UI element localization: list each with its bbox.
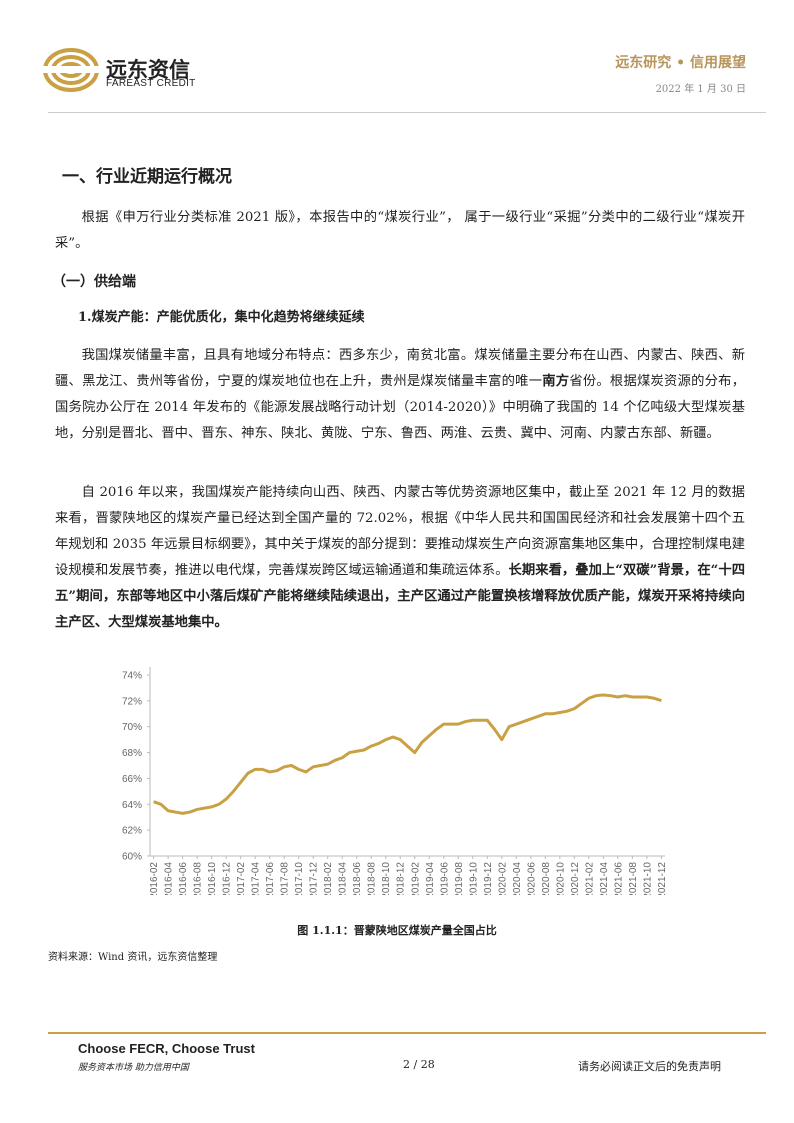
- x-tick-label: 2018-08: [367, 862, 378, 895]
- x-tick-label: 2021-04: [599, 862, 610, 895]
- x-tick-label: 2017-12: [309, 862, 320, 895]
- text-run: 省份。根据煤炭资源的分布，国务院办公厅在 2014 年发布的《能源发展战略行动计…: [55, 374, 746, 441]
- x-tick-label: 2020-06: [526, 862, 537, 895]
- x-tick-label: 2018-12: [396, 862, 407, 895]
- y-tick-label: 62%: [122, 826, 142, 837]
- point-title: 1.煤炭产能：产能优质化，集中化趋势将继续延续: [78, 310, 365, 325]
- x-tick-label: 2020-08: [541, 862, 552, 895]
- x-tick-label: 2019-10: [468, 862, 479, 895]
- x-tick-label: 2020-12: [570, 862, 581, 895]
- y-tick-label: 70%: [122, 722, 142, 733]
- x-tick-label: 2016-12: [222, 862, 233, 895]
- report-date: 2022 年 1 月 30 日: [655, 84, 746, 95]
- y-tick-label: 60%: [122, 852, 142, 863]
- line-chart: 60%62%64%66%68%70%72%74%2016-02 2016-04 20…: [122, 667, 668, 895]
- source-note: 资料来源：Wind 资讯，远东资信整理: [48, 952, 218, 963]
- x-tick-label: 2019-08: [454, 862, 465, 895]
- y-tick-label: 66%: [122, 774, 142, 785]
- header-rule: [48, 112, 766, 113]
- x-tick-label: 2017-06: [265, 862, 276, 895]
- bold-text: 长期来看，叠加上“双碳”背景，在“十四五”期间，东部等地区中小落后煤矿产能将继续…: [55, 563, 746, 630]
- x-tick-label: 2021-12: [657, 862, 668, 895]
- x-tick-label: 2021-08: [628, 862, 639, 895]
- footer-slogan-cn: 服务资本市场 助力信用中国: [78, 1063, 189, 1073]
- report-series: 远东研究 • 信用展望: [615, 55, 746, 71]
- x-tick-label: 2019-04: [425, 862, 436, 895]
- y-tick-label: 68%: [122, 748, 142, 759]
- x-tick-label: 2020-10: [555, 862, 566, 895]
- bold-text: 南方: [542, 374, 570, 389]
- x-tick-label: 2018-04: [338, 862, 349, 895]
- x-tick-label: 2021-06: [613, 862, 624, 895]
- x-tick-label: 2020-04: [512, 862, 523, 895]
- section-title: 一、行业近期运行概况: [62, 167, 232, 187]
- x-tick-label: 2017-08: [280, 862, 291, 895]
- x-tick-label: 2019-02: [410, 862, 421, 895]
- data-line: [153, 693, 662, 815]
- paragraph: 根据《申万行业分类标准 2021 版》，本报告中的“煤炭行业”， 属于一级行业“…: [55, 210, 745, 251]
- x-tick-label: 2021-10: [642, 862, 653, 895]
- figure-caption: 图 1.1.1：晋蒙陕地区煤炭产量全国占比: [297, 924, 497, 937]
- text-run: 我国煤炭储量丰富，且具有地域分布特点：西多东少，南贫北富。煤炭储量主要分布在山西…: [55, 348, 745, 389]
- disclaimer: 请务必阅读正文后的免责声明: [578, 1060, 721, 1073]
- x-tick-label: 2017-10: [294, 862, 305, 895]
- logo: [43, 48, 99, 92]
- y-tick-label: 72%: [122, 696, 142, 707]
- x-tick-label: 2017-04: [251, 862, 262, 895]
- y-tick-label: 64%: [122, 800, 142, 811]
- x-tick-label: 2017-02: [236, 862, 247, 895]
- brand-cn: 远东资信: [106, 58, 190, 82]
- x-tick-label: 2016-06: [178, 862, 189, 895]
- paragraph: 自 2016 年以来，我国煤炭产能持续向山西、陕西、内蒙古等优势资源地区集中，截…: [55, 480, 745, 636]
- x-tick-label: 2019-06: [439, 862, 450, 895]
- text-run: 自 2016 年以来，我国煤炭产能持续向山西、陕西、内蒙古等优势资源地区集中，截…: [55, 485, 745, 578]
- x-tick-label: 2016-08: [193, 862, 204, 895]
- x-tick-label: 2018-10: [381, 862, 392, 895]
- x-tick-label: 2021-02: [584, 862, 595, 895]
- x-tick-label: 2018-06: [352, 862, 363, 895]
- y-tick-label: 74%: [122, 671, 142, 682]
- x-tick-label: 2016-02: [149, 862, 160, 895]
- x-tick-label: 2018-02: [323, 862, 334, 895]
- footer-slogan-en: Choose FECR, Choose Trust: [78, 1041, 255, 1056]
- paragraph: 我国煤炭储量丰富，且具有地域分布特点：西多东少，南贫北富。煤炭储量主要分布在山西…: [55, 343, 745, 447]
- x-tick-label: 2020-02: [497, 862, 508, 895]
- x-tick-label: 2016-10: [207, 862, 218, 895]
- subsection-title: （一）供给端: [52, 274, 136, 290]
- brand-en: FAREAST CREDIT: [106, 78, 196, 89]
- page-number: 2 / 28: [403, 1058, 435, 1071]
- x-tick-label: 2016-04: [164, 862, 175, 895]
- footer-rule: [48, 1032, 766, 1034]
- x-tick-label: 2019-12: [483, 862, 494, 895]
